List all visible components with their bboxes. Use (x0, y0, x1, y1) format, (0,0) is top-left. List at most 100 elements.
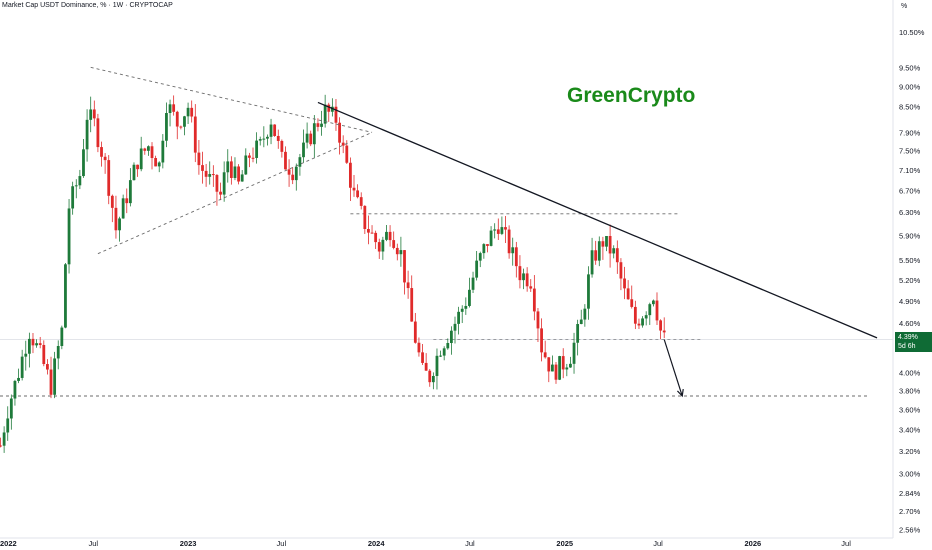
candle-down (662, 330, 666, 333)
candle-down (345, 145, 349, 163)
projection-arrow-head (676, 388, 684, 398)
candle-up (118, 218, 121, 231)
candle-up (9, 398, 13, 419)
price-tick-label: 5.50% (899, 256, 921, 265)
candle-down (136, 164, 139, 170)
candle-down (630, 299, 634, 307)
candle-up (583, 308, 587, 320)
candle-up (558, 356, 562, 380)
price-tick-label: 3.40% (899, 426, 921, 435)
price-tick-label: 3.80% (899, 386, 921, 395)
candle-up (244, 155, 248, 175)
candle-down (374, 232, 378, 243)
price-tick-label: 7.90% (899, 128, 921, 137)
candle-down (211, 174, 215, 176)
candle-down (424, 362, 428, 371)
candle-up (233, 166, 237, 178)
candle-down (529, 286, 533, 289)
candle-down (623, 278, 626, 289)
candle-down (190, 107, 194, 117)
candle-down (356, 190, 360, 198)
candle-up (161, 140, 165, 163)
candle-up (431, 375, 435, 383)
candle-down (504, 227, 507, 230)
price-tick-label: 8.50% (899, 103, 921, 112)
candle-down (175, 111, 179, 127)
candle-up (605, 235, 608, 247)
candle-up (651, 300, 655, 305)
candle-down (370, 232, 374, 234)
time-tick-label: 2025 (556, 539, 573, 548)
candle-down (92, 109, 96, 119)
candle-up (168, 104, 172, 113)
time-tick-label: 2022 (0, 539, 17, 548)
price-axis: 10.50% 9.50% 9.00% 8.50% 7.90% 7.50% 7.10% 6.70… (899, 28, 925, 535)
candle-up (471, 277, 475, 290)
time-tick-label: Jul (88, 539, 98, 548)
candle-down (248, 155, 251, 158)
candle-down (204, 170, 208, 177)
candle-up (56, 346, 60, 359)
chart-drawings (90, 66, 878, 398)
candle-down (110, 195, 114, 208)
last-price-tag: 4.39% 5d 6h (895, 332, 932, 352)
candle-down (655, 300, 659, 321)
candle-up (576, 324, 580, 343)
candle-down (154, 158, 158, 167)
horizontal-levels (0, 213, 893, 397)
candle-down (561, 356, 565, 370)
candle-up (475, 260, 479, 278)
candle-up (320, 123, 323, 127)
candle-up (74, 185, 78, 187)
candle-down (219, 191, 222, 195)
candle-up (183, 116, 186, 127)
candle-down (143, 148, 147, 151)
candle-up (612, 248, 616, 254)
candle-up (82, 149, 85, 177)
candle-up (226, 161, 230, 173)
candle-down (594, 250, 598, 261)
candle-down (496, 229, 500, 234)
candle-down (619, 262, 623, 279)
candle-down (49, 369, 53, 395)
time-tick-label: Jul (841, 539, 851, 548)
candle-down (554, 364, 558, 380)
price-tick-label: 7.10% (899, 166, 921, 175)
time-tick-label: Jul (465, 539, 475, 548)
time-tick-label: 2023 (180, 539, 197, 548)
candle-down (532, 288, 536, 312)
candle-up (457, 311, 461, 324)
candle-up (27, 338, 31, 354)
bar-countdown: 5d 6h (898, 343, 916, 350)
watermark-logo-text: GreenCrypto (567, 84, 696, 107)
candle-up (305, 133, 309, 143)
candle-up (2, 432, 6, 446)
candle-down (403, 250, 406, 283)
candle-up (78, 176, 82, 186)
candle-up (511, 247, 515, 254)
last-price-value: 4.39% (898, 334, 918, 341)
candle-up (20, 356, 24, 378)
candle-down (193, 116, 197, 153)
candle-up (644, 315, 648, 319)
candle-down (392, 240, 396, 248)
candle-down (334, 106, 338, 123)
time-tick-label: 2024 (368, 539, 386, 548)
projection-arrow-line (663, 339, 683, 397)
candle-up (587, 274, 590, 309)
candle-up (269, 124, 273, 137)
price-tick-label: 9.00% (899, 82, 921, 91)
time-tick-label: Jul (653, 539, 663, 548)
candle-down (0, 445, 2, 447)
price-tick-label: 6.70% (899, 186, 921, 195)
candle-up (17, 377, 20, 381)
candle-up (435, 355, 439, 376)
candle-down (107, 160, 111, 196)
candle-down (280, 140, 284, 152)
candle-down (352, 187, 356, 191)
candle-down (525, 273, 529, 287)
candle-down (633, 306, 637, 324)
candle-down (626, 288, 630, 300)
candle-up (330, 106, 334, 112)
